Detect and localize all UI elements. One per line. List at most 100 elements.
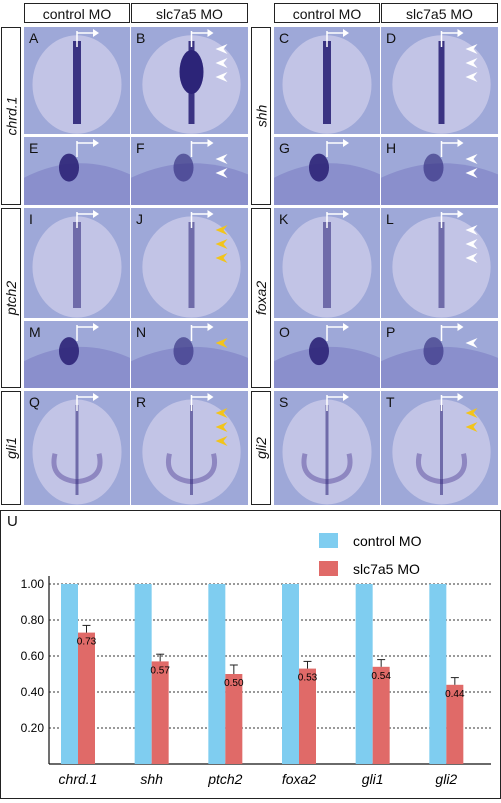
bar-slc7a5 <box>225 674 243 764</box>
bar-control <box>134 584 152 764</box>
image-panel-f: F <box>131 137 248 205</box>
data-label: 0.73 <box>77 637 97 648</box>
embryo-image <box>142 210 241 318</box>
embryo-image <box>274 139 380 205</box>
image-panel-n: N <box>131 321 248 388</box>
bar-control <box>282 584 299 764</box>
image-panel-c: C <box>274 27 380 134</box>
y-tick-label: 0.20 <box>21 721 45 735</box>
panel-letter: D <box>386 30 397 46</box>
image-panel-o: O <box>274 321 380 388</box>
panel-letter: I <box>29 211 33 227</box>
y-tick-label: 1.00 <box>21 577 45 591</box>
panel-letter: C <box>279 30 290 46</box>
bar-control <box>429 584 447 764</box>
image-panel-r: R <box>131 391 248 505</box>
panel-letter: S <box>279 394 289 410</box>
embryo-image <box>381 323 498 388</box>
bar-slc7a5 <box>78 632 95 764</box>
embryo-image <box>142 29 241 134</box>
embryo-image <box>282 393 372 505</box>
x-tick-label: gli2 <box>435 771 457 787</box>
image-panel-m: M <box>24 321 130 388</box>
embryo-image <box>32 29 122 134</box>
image-panel-q: Q <box>24 391 130 505</box>
y-tick-label: 0.60 <box>21 649 45 663</box>
chart-panel-letter: U <box>7 513 18 530</box>
legend-swatch <box>319 533 338 548</box>
panel-letter: O <box>279 324 290 340</box>
panel-letter: P <box>386 324 396 340</box>
panel-letter: G <box>279 140 290 156</box>
bar-control <box>355 584 373 764</box>
legend-swatch <box>319 561 338 576</box>
header-control-mo-right: control MO <box>274 3 380 23</box>
panel-letter: M <box>29 324 41 340</box>
image-panel-a: A <box>24 27 130 134</box>
gene-label-ptch2: ptch2 <box>1 208 21 388</box>
embryo-image <box>282 210 372 318</box>
image-panel-p: P <box>381 321 498 388</box>
image-panel-g: G <box>274 137 380 205</box>
panel-letter: K <box>279 211 289 227</box>
legend-label: slc7a5 MO <box>353 561 420 577</box>
data-label: 0.44 <box>445 689 465 700</box>
image-panel-l: L <box>381 208 498 318</box>
panel-letter: J <box>136 211 143 227</box>
embryo-image <box>32 393 122 505</box>
image-panel-e: E <box>24 137 130 205</box>
embryo-image <box>32 210 122 318</box>
gene-label-gli2: gli2 <box>251 391 271 505</box>
panel-letter: R <box>136 394 147 410</box>
panel-letter: E <box>29 140 39 156</box>
embryo-image <box>131 323 248 388</box>
bar-slc7a5 <box>151 661 169 764</box>
data-label: 0.54 <box>371 671 391 682</box>
bar-slc7a5 <box>446 684 464 764</box>
panel-letter: T <box>386 394 395 410</box>
bar-slc7a5 <box>372 666 390 764</box>
gene-label-gli1: gli1 <box>1 391 21 505</box>
x-tick-label: shh <box>140 771 163 787</box>
header-control-mo-left: control MO <box>24 3 130 23</box>
embryo-image <box>24 323 130 388</box>
image-panel-s: S <box>274 391 380 505</box>
embryo-image <box>381 139 498 205</box>
image-panel-t: T <box>381 391 498 505</box>
embryo-image <box>24 139 130 205</box>
x-tick-label: foxa2 <box>282 771 316 787</box>
gene-label-foxa2: foxa2 <box>251 208 271 388</box>
legend-label: control MO <box>353 533 422 549</box>
x-tick-label: gli1 <box>362 771 384 787</box>
panel-letter: L <box>386 211 394 227</box>
image-panel-b: B <box>131 27 248 134</box>
data-label: 0.50 <box>224 678 244 689</box>
y-tick-label: 0.80 <box>21 613 45 627</box>
image-panel-d: D <box>381 27 498 134</box>
bar-slc7a5 <box>299 668 316 764</box>
image-panel-k: K <box>274 208 380 318</box>
data-label: 0.53 <box>298 673 318 684</box>
chart-panel-u: U 1.00 0.80 0.60 0.40 0.20 0.73 chrd.1 0.57 shh 0… <box>0 510 501 799</box>
panel-letter: A <box>29 30 39 46</box>
embryo-image <box>131 139 248 205</box>
embryo-image <box>282 29 372 134</box>
x-tick-label: chrd.1 <box>59 771 98 787</box>
embryo-image <box>392 210 491 318</box>
bar-control <box>208 584 226 764</box>
image-panel-j: J <box>131 208 248 318</box>
embryo-image <box>392 29 491 134</box>
bar-chart: 1.00 0.80 0.60 0.40 0.20 0.73 chrd.1 0.57 shh 0.5… <box>21 533 491 787</box>
gene-label-shh: shh <box>251 27 271 205</box>
image-panel-i: I <box>24 208 130 318</box>
header-slc7a5-mo-left: slc7a5 MO <box>131 3 248 23</box>
data-label: 0.57 <box>150 665 170 676</box>
gene-label-chrd1: chrd.1 <box>1 27 21 205</box>
panel-letter: Q <box>29 394 40 410</box>
y-tick-label: 0.40 <box>21 685 45 699</box>
embryo-image <box>274 323 380 388</box>
panel-letter: H <box>386 140 397 156</box>
x-tick-label: ptch2 <box>207 771 242 787</box>
panel-letter: F <box>136 140 145 156</box>
image-panel-h: H <box>381 137 498 205</box>
